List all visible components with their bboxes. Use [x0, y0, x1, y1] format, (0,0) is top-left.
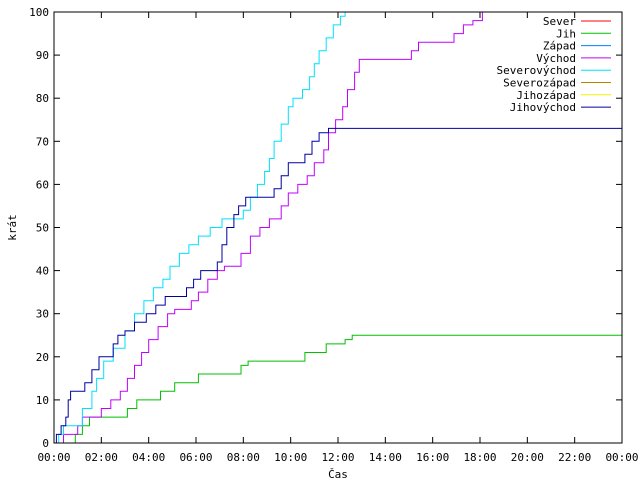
- legend-label-vychod: Východ: [536, 52, 576, 65]
- legend-label-severovychod: Severovýchod: [497, 64, 576, 77]
- y-tick-label: 60: [36, 178, 49, 191]
- x-tick-label: 00:00: [605, 451, 638, 464]
- legend-label-severozapad: Severozápad: [503, 77, 576, 90]
- x-tick-label: 16:00: [416, 451, 449, 464]
- x-tick-label: 06:00: [179, 451, 212, 464]
- y-tick-label: 10: [36, 394, 49, 407]
- x-tick-label: 12:00: [321, 451, 354, 464]
- legend: SeverJihZápadVýchodSeverovýchodSeverozáp…: [497, 15, 611, 114]
- y-tick-label: 40: [36, 265, 49, 278]
- y-tick-label: 90: [36, 49, 49, 62]
- series-line-jih: [54, 334, 622, 443]
- x-tick-label: 18:00: [463, 451, 496, 464]
- series-layer: [54, 12, 622, 443]
- y-tick-label: 0: [42, 437, 49, 450]
- ticks-layer: 00:00 02:00 04:00 06:00 08:00 10:00 12:00 14:00…: [29, 6, 638, 464]
- y-axis-label: krát: [6, 214, 19, 241]
- legend-label-zapad: Západ: [543, 40, 576, 53]
- x-tick-label: 00:00: [37, 451, 70, 464]
- y-tick-label: 80: [36, 92, 49, 105]
- y-tick-label: 70: [36, 135, 49, 148]
- y-tick-label: 50: [36, 222, 49, 235]
- legend-label-jihozapad: Jihozápad: [516, 89, 576, 102]
- x-axis-label: Čas: [328, 468, 348, 480]
- x-tick-label: 22:00: [558, 451, 591, 464]
- series-line-jihovychod: [54, 127, 622, 443]
- legend-label-jih: Jih: [556, 27, 576, 40]
- series-line-severovychod: [54, 12, 348, 443]
- x-tick-label: 02:00: [85, 451, 118, 464]
- legend-label-jihovychod: Jihovýchod: [510, 101, 576, 114]
- legend-label-sever: Sever: [543, 15, 576, 28]
- x-tick-label: 20:00: [511, 451, 544, 464]
- series-line-vychod: [54, 12, 488, 443]
- y-tick-label: 100: [29, 6, 49, 19]
- x-tick-label: 04:00: [132, 451, 165, 464]
- x-tick-label: 14:00: [369, 451, 402, 464]
- y-tick-label: 20: [36, 351, 49, 364]
- x-tick-label: 10:00: [274, 451, 307, 464]
- x-tick-label: 08:00: [227, 451, 260, 464]
- y-tick-label: 30: [36, 308, 49, 321]
